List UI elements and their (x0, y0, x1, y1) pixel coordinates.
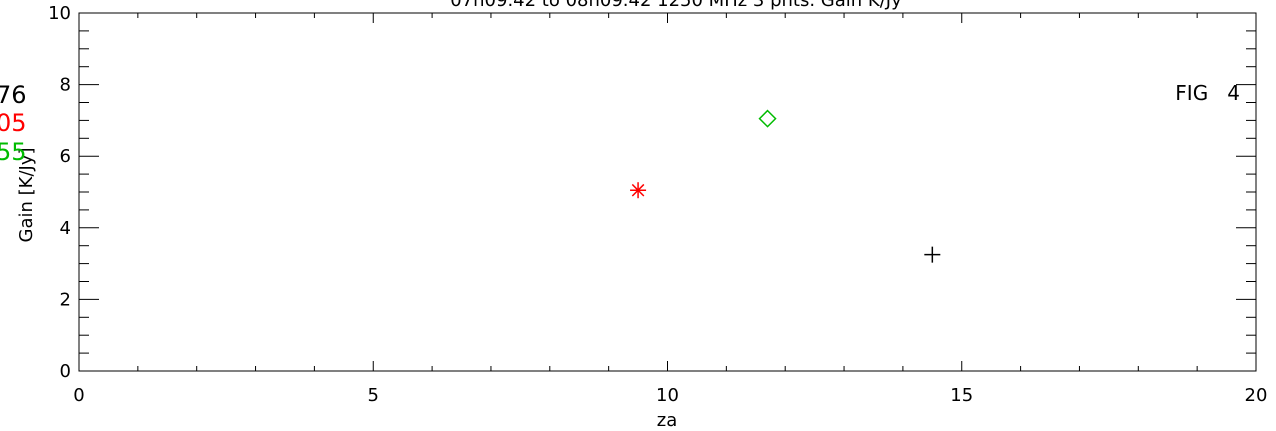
x-axis-label: za (657, 410, 677, 431)
x-tick-label: 20 (1245, 385, 1268, 406)
fig-annotation: FIG 4 (1175, 81, 1240, 105)
left-label-red: 05 (0, 109, 27, 137)
data-point-plus (924, 246, 941, 263)
x-tick-label: 15 (950, 385, 973, 406)
data-point-diamond (758, 109, 777, 128)
chart-title: 07h09.42 to 08h09.42 1250 MHz 3 pnts. Ga… (450, 0, 902, 11)
plot-frame (78, 12, 1257, 372)
y-tick-label: 2 (60, 289, 71, 310)
data-point-asterisk (630, 182, 647, 199)
x-tick-labels: 0 5 10 15 20 (73, 385, 1267, 406)
y-tick-label: 8 (60, 75, 71, 96)
axis-ticks (78, 12, 1257, 372)
left-label-black: 76 (0, 81, 27, 109)
x-tick-label: 5 (368, 385, 379, 406)
y-tick-label: 0 (60, 361, 71, 382)
y-tick-label: 10 (48, 3, 71, 24)
y-tick-label: 6 (60, 146, 71, 167)
y-axis-label: Gain [K/Jy] (16, 148, 37, 243)
x-tick-label: 0 (73, 385, 84, 406)
left-label-green: 55 (0, 138, 27, 166)
x-tick-label: 10 (656, 385, 679, 406)
y-tick-label: 4 (60, 218, 71, 239)
y-tick-labels: 0 2 4 6 8 10 (48, 3, 71, 382)
data-points (630, 109, 941, 263)
